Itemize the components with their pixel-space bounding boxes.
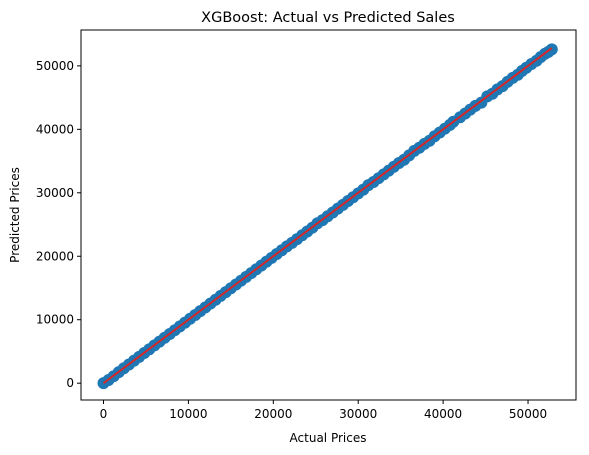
y-tick-label: 20000 (36, 249, 74, 263)
y-tick-label: 10000 (36, 313, 74, 327)
data-point (545, 43, 558, 56)
y-tick-label: 40000 (36, 122, 74, 136)
y-axis-ticks: 0 10000 20000 30000 40000 50000 (36, 59, 81, 390)
x-tick-label: 50000 (509, 407, 547, 421)
y-axis-label: Predicted Prices (8, 167, 22, 263)
x-axis-ticks: 0 10000 20000 30000 40000 50000 (100, 400, 547, 421)
y-tick-label: 30000 (36, 186, 74, 200)
x-tick-label: 30000 (339, 407, 377, 421)
x-tick-label: 0 (100, 407, 108, 421)
trend-line-layer (102, 47, 553, 384)
x-tick-label: 10000 (169, 407, 207, 421)
chart-title: XGBoost: Actual vs Predicted Sales (201, 10, 455, 26)
x-tick-label: 20000 (254, 407, 292, 421)
x-axis-label: Actual Prices (290, 431, 367, 445)
trend-line (102, 47, 553, 384)
x-tick-label: 40000 (424, 407, 462, 421)
y-tick-label: 0 (66, 376, 74, 390)
y-tick-label: 50000 (36, 59, 74, 73)
plot-area-frame (80, 29, 577, 401)
